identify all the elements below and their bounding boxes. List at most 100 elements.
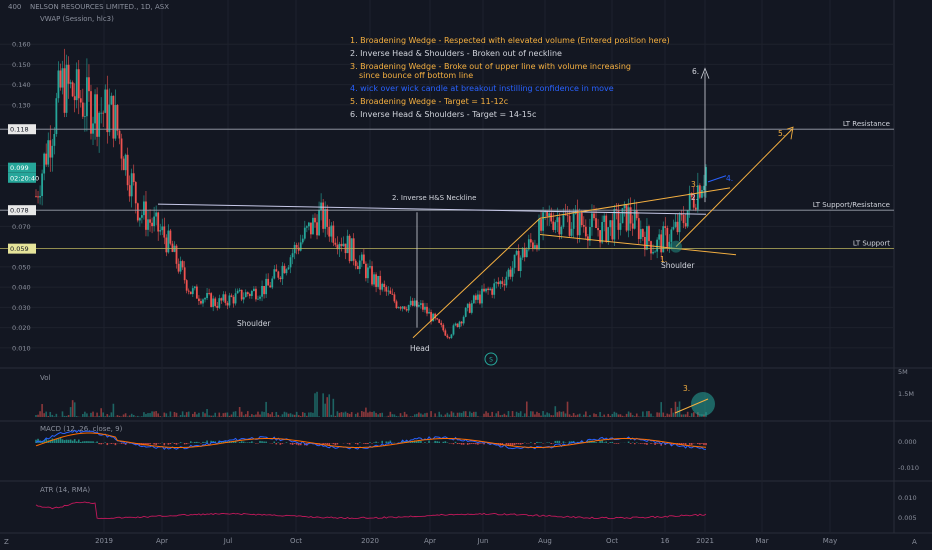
candle-body[interactable] xyxy=(477,294,479,300)
candle-body[interactable] xyxy=(114,105,117,139)
candle-body[interactable] xyxy=(169,230,172,244)
candle-body[interactable] xyxy=(322,202,325,229)
candle-body[interactable] xyxy=(236,290,239,294)
candle-body[interactable] xyxy=(464,307,467,317)
candle-body[interactable] xyxy=(660,234,663,253)
candle-body[interactable] xyxy=(509,269,512,277)
candle-body[interactable] xyxy=(556,217,559,223)
candle-body[interactable] xyxy=(94,94,96,124)
candle-body[interactable] xyxy=(299,242,302,251)
wedge-upper[interactable] xyxy=(539,187,731,219)
candle-body[interactable] xyxy=(253,288,255,291)
candle-body[interactable] xyxy=(307,222,310,227)
candle-body[interactable] xyxy=(462,316,465,324)
candle-body[interactable] xyxy=(387,290,390,292)
candle-body[interactable] xyxy=(116,105,119,131)
candle-body[interactable] xyxy=(417,304,420,307)
candle-body[interactable] xyxy=(682,214,685,224)
candle-body[interactable] xyxy=(163,226,166,238)
candle-body[interactable] xyxy=(664,226,667,228)
candle-body[interactable] xyxy=(212,298,215,307)
candle-body[interactable] xyxy=(550,213,553,222)
candle-body[interactable] xyxy=(534,245,536,249)
candle-body[interactable] xyxy=(466,303,469,308)
candle-body[interactable] xyxy=(637,218,640,240)
candle-body[interactable] xyxy=(515,250,518,255)
candle-body[interactable] xyxy=(281,265,284,280)
candle-body[interactable] xyxy=(436,318,439,320)
candle-body[interactable] xyxy=(279,277,282,280)
candle-body[interactable] xyxy=(631,223,634,229)
candle-body[interactable] xyxy=(538,219,540,250)
candle-body[interactable] xyxy=(578,212,581,236)
candle-body[interactable] xyxy=(686,210,689,227)
candle-body[interactable] xyxy=(138,217,141,221)
candle-body[interactable] xyxy=(373,274,375,285)
candle-body[interactable] xyxy=(432,313,435,322)
candle-body[interactable] xyxy=(365,263,367,279)
candle-body[interactable] xyxy=(250,290,253,296)
candle-body[interactable] xyxy=(336,244,339,250)
candle-body[interactable] xyxy=(356,265,359,270)
candle-body[interactable] xyxy=(310,222,312,235)
candle-body[interactable] xyxy=(499,281,502,285)
candle-body[interactable] xyxy=(88,77,90,92)
candle-body[interactable] xyxy=(35,196,37,197)
drawing-tools[interactable]: LT Resistance LT Support/Resistance LT Sup… xyxy=(0,67,894,366)
candle-body[interactable] xyxy=(110,95,113,105)
candle-body[interactable] xyxy=(536,245,538,250)
candle-body[interactable] xyxy=(613,208,616,240)
candle-body[interactable] xyxy=(615,208,618,210)
candle-body[interactable] xyxy=(102,112,105,114)
candle-body[interactable] xyxy=(375,274,377,287)
candle-body[interactable] xyxy=(67,64,70,84)
candle-body[interactable] xyxy=(474,295,477,300)
candle-body[interactable] xyxy=(603,215,606,222)
candle-body[interactable] xyxy=(41,173,44,196)
candle-body[interactable] xyxy=(544,211,547,213)
candle-body[interactable] xyxy=(513,254,516,268)
candle-body[interactable] xyxy=(701,189,703,198)
candle-body[interactable] xyxy=(53,134,56,146)
candle-body[interactable] xyxy=(261,285,263,297)
candle-body[interactable] xyxy=(589,227,591,241)
candle-body[interactable] xyxy=(244,292,247,298)
candle-body[interactable] xyxy=(521,247,524,258)
candle-body[interactable] xyxy=(145,201,147,230)
candle-body[interactable] xyxy=(328,226,331,237)
candle-body[interactable] xyxy=(703,185,705,190)
candle-body[interactable] xyxy=(305,226,308,228)
candle-body[interactable] xyxy=(599,230,602,243)
macd-pane[interactable]: MACD (12, 26, close, 9) 0.000 -0.010 xyxy=(35,425,919,472)
candle-body[interactable] xyxy=(63,68,66,113)
candle-body[interactable] xyxy=(161,226,164,231)
candle-body[interactable] xyxy=(586,236,589,241)
candle-body[interactable] xyxy=(601,221,604,243)
candle-body[interactable] xyxy=(617,209,620,230)
candle-body[interactable] xyxy=(316,222,318,236)
candle-body[interactable] xyxy=(379,275,382,290)
candle-body[interactable] xyxy=(552,221,555,230)
candle-body[interactable] xyxy=(399,307,402,309)
candle-body[interactable] xyxy=(411,300,414,306)
candle-body[interactable] xyxy=(448,337,451,339)
candle-body[interactable] xyxy=(183,267,186,281)
candle-body[interactable] xyxy=(369,266,371,268)
candle-body[interactable] xyxy=(175,245,178,264)
candle-body[interactable] xyxy=(546,211,549,217)
candle-body[interactable] xyxy=(493,283,496,295)
candle-body[interactable] xyxy=(684,223,687,227)
candle-body[interactable] xyxy=(607,227,610,242)
atr-pane[interactable]: ATR (14, RMA) 0.010 0.005 xyxy=(35,486,917,522)
candle-body[interactable] xyxy=(648,226,650,242)
candle-body[interactable] xyxy=(283,265,286,274)
candle-body[interactable] xyxy=(656,239,659,252)
candle-body[interactable] xyxy=(259,296,261,299)
candle-body[interactable] xyxy=(362,254,365,264)
candle-body[interactable] xyxy=(668,241,671,247)
candle-body[interactable] xyxy=(519,257,522,272)
candle-body[interactable] xyxy=(422,303,424,310)
candle-body[interactable] xyxy=(295,244,298,248)
candle-body[interactable] xyxy=(267,278,270,286)
candle-body[interactable] xyxy=(248,294,251,296)
